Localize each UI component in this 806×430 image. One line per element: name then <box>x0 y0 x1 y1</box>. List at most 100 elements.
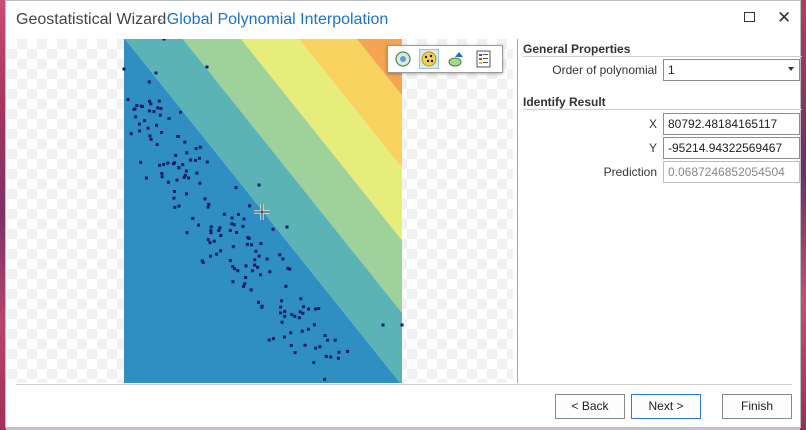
surface-band <box>457 39 513 383</box>
divider <box>523 56 802 57</box>
sample-point <box>289 343 293 347</box>
sample-point <box>312 323 316 327</box>
order-of-polynomial-label: Order of polynomial <box>552 63 657 77</box>
close-button[interactable]: ✕ <box>773 7 797 29</box>
legend-button[interactable] <box>474 49 494 69</box>
sample-point <box>284 284 288 288</box>
sample-point <box>194 147 198 151</box>
wizard-dialog: Geostatistical Wizard - Global Polynomia… <box>5 0 802 428</box>
surface-map[interactable] <box>7 39 513 383</box>
sample-point <box>148 109 152 113</box>
sample-point <box>209 254 213 258</box>
sample-point <box>143 119 147 123</box>
sample-point <box>138 129 142 133</box>
window-subtitle: - Global Polynomial Interpolation <box>157 11 389 28</box>
sample-point <box>280 320 284 324</box>
sample-point <box>259 242 263 246</box>
window-title: Geostatistical Wizard <box>16 11 167 28</box>
sample-point <box>244 264 248 268</box>
surface-band <box>241 39 402 241</box>
map-view[interactable] <box>7 39 513 383</box>
finish-button[interactable]: Finish <box>722 394 792 419</box>
sample-point <box>237 212 241 216</box>
sample-point <box>282 335 286 339</box>
divider <box>523 109 802 110</box>
sample-point <box>288 267 292 271</box>
identify-result-title: Identify Result <box>523 95 606 109</box>
sample-point <box>249 288 253 292</box>
sample-point <box>231 245 235 249</box>
sample-point <box>203 197 207 201</box>
sample-point <box>139 160 143 164</box>
sample-point <box>286 266 290 270</box>
sample-point <box>301 311 305 315</box>
sample-point <box>185 192 189 196</box>
close-icon: ✕ <box>777 8 792 27</box>
sample-point <box>122 67 126 71</box>
x-field[interactable]: 80792.48184165117 <box>663 113 800 135</box>
sample-point <box>144 176 148 180</box>
sample-point <box>173 190 177 194</box>
sample-point <box>184 169 188 173</box>
sample-point <box>198 145 202 149</box>
sample-point <box>134 115 138 119</box>
sample-point <box>243 282 247 286</box>
sample-point <box>267 338 271 342</box>
sample-point <box>278 253 282 257</box>
sample-point <box>218 226 222 230</box>
sample-point <box>329 355 333 359</box>
sample-point <box>326 338 330 342</box>
sample-point <box>193 158 197 162</box>
sample-point <box>228 259 232 263</box>
sample-point <box>381 323 385 327</box>
sample-point <box>215 252 219 256</box>
sample-point <box>156 106 160 110</box>
sample-point <box>228 229 232 233</box>
back-button[interactable]: < Back <box>555 394 625 419</box>
x-label: X <box>648 117 657 131</box>
sample-point <box>162 162 166 166</box>
y-field[interactable]: -95214.94322569467 <box>663 137 800 159</box>
sample-point <box>293 314 297 318</box>
sample-point <box>167 117 171 121</box>
prediction-field: 0.0687246852054504 <box>663 161 800 183</box>
sample-point <box>278 311 282 315</box>
surface-layer-button[interactable] <box>446 49 466 69</box>
points-layer-button[interactable] <box>419 49 439 69</box>
sample-point <box>183 173 187 177</box>
sample-point <box>271 337 275 341</box>
sample-point <box>250 269 254 273</box>
sample-point <box>230 216 234 220</box>
sample-point <box>206 238 210 242</box>
chevron-down-icon <box>788 67 794 71</box>
sample-point <box>400 323 404 327</box>
prediction-label: Prediction <box>603 165 657 179</box>
footer-divider <box>16 384 792 385</box>
maximize-button[interactable] <box>738 7 762 29</box>
layer-surface-icon <box>448 52 463 67</box>
sample-point <box>212 239 216 243</box>
sample-point <box>205 65 209 69</box>
sample-point <box>157 99 161 103</box>
maximize-icon <box>744 12 755 22</box>
sample-point <box>173 205 177 209</box>
next-button[interactable]: Next > <box>631 394 701 419</box>
surface-band <box>299 39 402 168</box>
sample-point <box>250 243 254 247</box>
order-of-polynomial-dropdown[interactable]: 1 <box>663 59 800 81</box>
sample-point <box>323 334 327 338</box>
sample-point <box>160 172 164 176</box>
sample-point <box>253 258 257 262</box>
sample-point <box>126 98 130 102</box>
sample-point <box>157 163 161 167</box>
sample-point <box>185 151 189 155</box>
sample-point <box>303 343 307 347</box>
sample-point <box>205 160 209 164</box>
properties-panel: General Properties Order of polynomial 1… <box>523 39 802 239</box>
sample-point <box>253 263 257 267</box>
sample-point <box>172 196 176 200</box>
sample-point <box>135 104 139 108</box>
globe-button[interactable] <box>393 49 413 69</box>
sample-point <box>257 183 261 187</box>
sample-point <box>257 254 261 258</box>
